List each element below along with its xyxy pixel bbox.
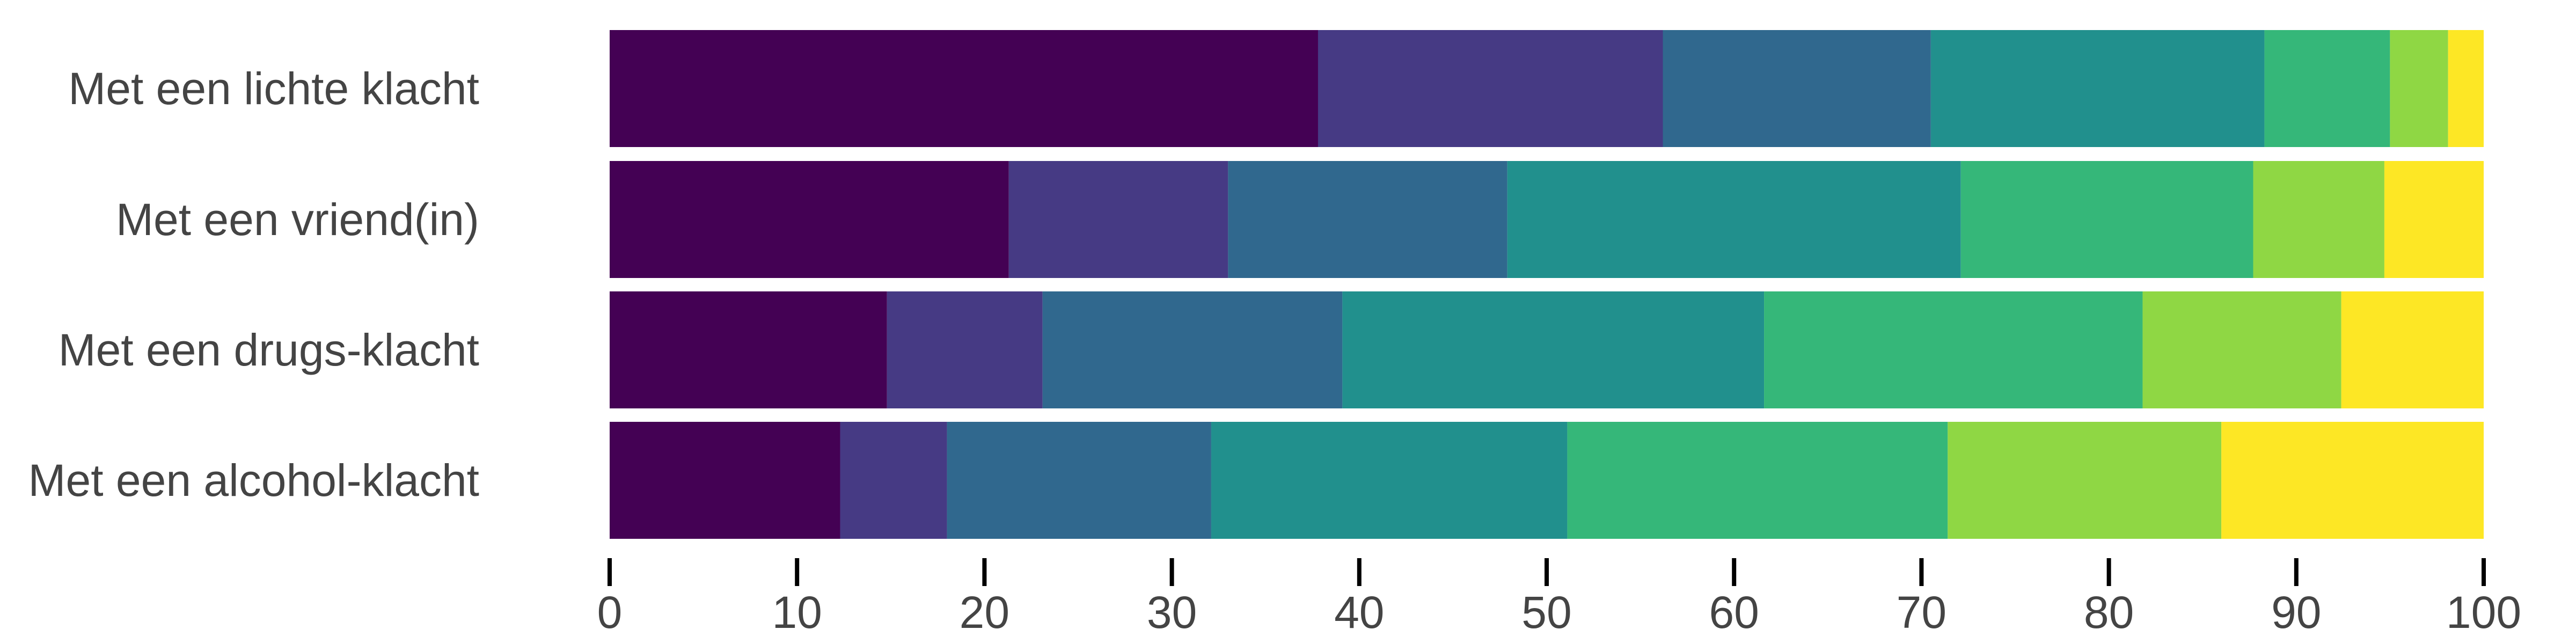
bar-segment-0-1 (1318, 30, 1663, 147)
x-tick-label: 0 (597, 587, 623, 638)
x-tick-label: 100 (2446, 587, 2521, 638)
bar-segment-1-2 (1228, 161, 1507, 278)
bar-segment-3-4 (1567, 422, 1948, 539)
bar-segment-0-0 (610, 30, 1318, 147)
x-tick-label: 10 (772, 587, 822, 638)
bar-segment-0-2 (1663, 30, 1931, 147)
x-tick-label: 70 (1897, 587, 1946, 638)
bar-segment-1-5 (2253, 161, 2384, 278)
bar-segment-2-3 (1342, 291, 1765, 408)
x-tick-label: 40 (1334, 587, 1384, 638)
bar-segment-1-0 (610, 161, 1009, 278)
x-tick-label: 80 (2084, 587, 2134, 638)
bar-segment-2-4 (1764, 291, 2143, 408)
bar-segment-1-1 (1008, 161, 1228, 278)
bar-segment-3-2 (947, 422, 1211, 539)
category-label: Met een vriend(in) (116, 194, 479, 245)
bar-segment-3-6 (2221, 422, 2484, 539)
bar-segment-1-3 (1507, 161, 1961, 278)
x-tick-label: 90 (2271, 587, 2321, 638)
bar-segment-2-6 (2341, 291, 2484, 408)
bar-segment-2-0 (610, 291, 887, 408)
x-tick-label: 20 (960, 587, 1009, 638)
bar-segment-0-4 (2264, 30, 2390, 147)
bar-segment-0-5 (2390, 30, 2448, 147)
category-labels: Met een lichte klacht Met een vriend(in) M… (28, 63, 479, 506)
category-label: Met een drugs-klacht (58, 325, 479, 375)
bar-segment-0-6 (2448, 30, 2484, 147)
bar-segment-1-6 (2384, 161, 2484, 278)
bar-segment-2-2 (1042, 291, 1343, 408)
bar-segment-2-1 (887, 291, 1043, 408)
x-tick-label: 60 (1709, 587, 1759, 638)
bar-segment-3-1 (840, 422, 947, 539)
bar-segment-0-3 (1930, 30, 2265, 147)
bar-segment-3-0 (610, 422, 840, 539)
category-label: Met een lichte klacht (68, 63, 479, 114)
x-tick-label: 30 (1147, 587, 1197, 638)
bar-segment-2-5 (2142, 291, 2341, 408)
bar-segment-3-3 (1211, 422, 1568, 539)
x-tick-label: 50 (1521, 587, 1571, 638)
bars-group (610, 30, 2484, 539)
x-axis: 0 10 20 30 40 50 60 70 80 90 100 (597, 558, 2521, 638)
bar-segment-3-5 (1948, 422, 2222, 539)
category-label: Met een alcohol-klacht (28, 455, 479, 506)
bar-segment-1-4 (1960, 161, 2253, 278)
